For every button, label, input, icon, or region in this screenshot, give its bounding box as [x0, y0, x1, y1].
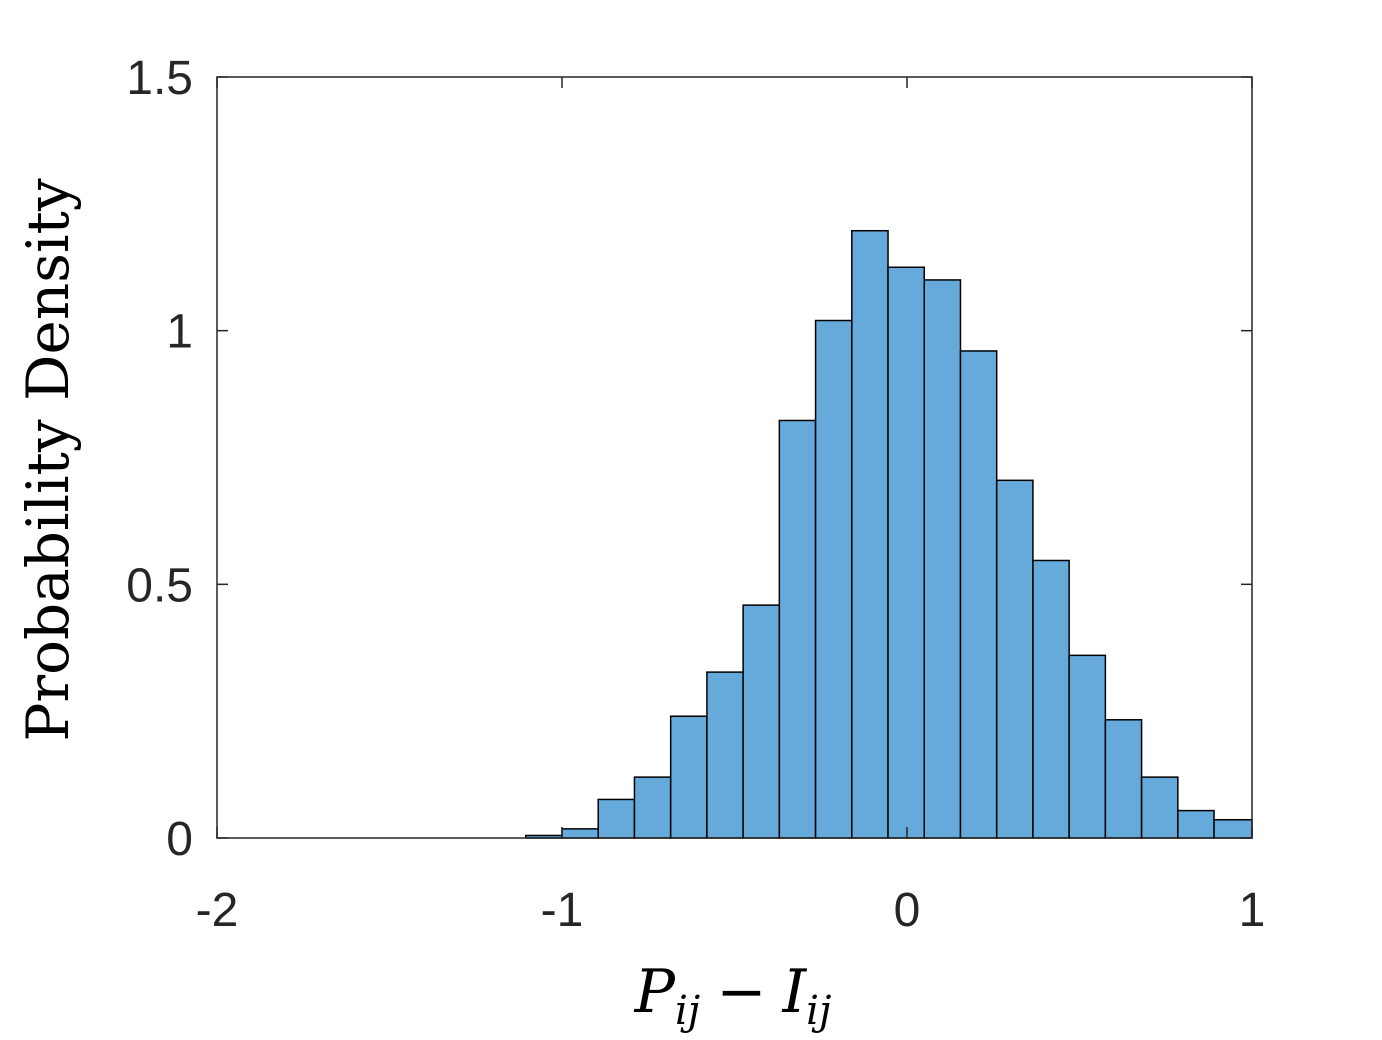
- histogram-bar-10: [887, 266, 926, 839]
- histogram-bar-5: [706, 671, 744, 839]
- x-label-i: I: [781, 957, 807, 1027]
- histogram-bar-3: [633, 776, 672, 839]
- histogram-bar-15: [1068, 654, 1107, 839]
- x-label-p: P: [634, 957, 677, 1027]
- histogram-bar-7: [778, 419, 817, 839]
- y-axis-label: Probability Density: [14, 178, 82, 741]
- y-tick-label-0: 0: [166, 813, 193, 866]
- axes: [216, 76, 1253, 839]
- histogram-bar-14: [1032, 559, 1070, 839]
- histogram-bar-1: [561, 828, 599, 839]
- histogram-bar-11: [923, 279, 962, 839]
- x-label-i-sub: ij: [806, 988, 831, 1034]
- histogram-bar-9: [851, 229, 889, 839]
- histogram-bar-18: [1177, 809, 1215, 839]
- histogram-bar-8: [814, 319, 853, 839]
- histogram-bars: [525, 229, 1253, 839]
- histogram-bar-4: [669, 715, 708, 839]
- x-label-minus: −: [716, 957, 766, 1027]
- y-tick-label-3: 1.5: [126, 52, 193, 105]
- x-axis-label: Pij − Iij: [634, 957, 832, 1034]
- x-label-p-sub: ij: [675, 988, 700, 1034]
- x-tick-label-3: 1: [1239, 884, 1266, 937]
- x-tick-label-0: -2: [196, 884, 239, 937]
- y-tick-labels: 0 0.5 1 1.5: [126, 52, 193, 866]
- x-tick-label-1: -1: [541, 884, 584, 937]
- histogram-bar-2: [597, 798, 636, 839]
- y-tick-label-1: 0.5: [126, 559, 193, 612]
- x-tick-labels: -2 -1 0 1: [196, 884, 1266, 937]
- x-tick-label-2: 0: [894, 884, 921, 937]
- y-tick-label-2: 1: [166, 306, 193, 359]
- histogram-bar-6: [742, 604, 781, 839]
- axes-box: [216, 76, 1253, 839]
- histogram-bar-19: [1213, 818, 1253, 839]
- histogram-bar-13: [995, 479, 1034, 839]
- histogram-bar-17: [1140, 776, 1179, 839]
- histogram-bar-12: [959, 350, 998, 839]
- histogram-bar-16: [1104, 719, 1143, 839]
